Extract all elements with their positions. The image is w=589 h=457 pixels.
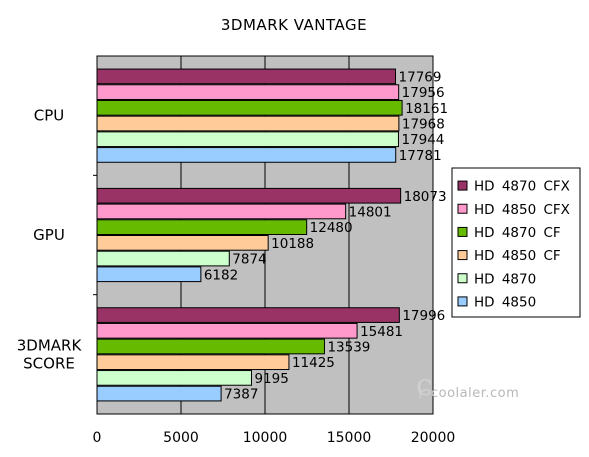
category-axis: CPU GPU 3DMARK SCORE — [17, 107, 83, 373]
x-tick-label: 0 — [93, 430, 102, 446]
x-tick-label: 10000 — [243, 430, 288, 446]
legend-label: HD 4870 — [474, 271, 536, 287]
category-label: GPU — [33, 226, 65, 244]
watermark-text: coolaler.com — [431, 386, 519, 401]
category-label: CPU — [34, 107, 65, 125]
bar — [96, 322, 358, 339]
data-label: 11425 — [292, 355, 335, 371]
bar — [96, 385, 222, 402]
data-label: 14801 — [349, 204, 392, 220]
bar — [96, 68, 397, 85]
category-label: 3DMARK SCORE — [17, 336, 83, 372]
data-label: 12480 — [310, 220, 353, 236]
bar — [96, 131, 399, 148]
bar — [96, 219, 308, 236]
legend-swatch — [457, 180, 468, 191]
watermark-logo-icon: ɕ — [416, 368, 433, 403]
data-label: 18073 — [404, 189, 447, 205]
bar — [96, 99, 403, 116]
bar — [96, 266, 202, 283]
legend-label: HD 4870 CFX — [474, 179, 570, 195]
bar — [96, 235, 269, 251]
legend: HD 4870 CFX HD 4850 CFX HD 4870 CF HD 4850 … — [451, 167, 581, 318]
data-label: 17968 — [402, 117, 445, 133]
legend-swatch — [457, 203, 468, 214]
bar — [96, 203, 347, 220]
bar — [96, 147, 397, 163]
legend-swatch — [457, 296, 468, 307]
legend-swatch — [457, 250, 468, 261]
bar — [96, 187, 402, 204]
x-tick-label: 15000 — [327, 430, 372, 446]
data-label: 17769 — [399, 69, 442, 85]
legend-label: HD 4850 — [474, 294, 536, 310]
value-axis: 0 5000 10000 15000 20000 — [93, 430, 456, 446]
legend-swatch — [457, 273, 468, 284]
data-label: 15481 — [360, 324, 403, 340]
bar — [96, 354, 290, 371]
data-label: 17944 — [401, 132, 444, 148]
data-label: 7387 — [224, 387, 258, 403]
bar — [96, 115, 400, 132]
bar — [96, 338, 325, 355]
bars — [96, 68, 403, 402]
x-tick-label: 20000 — [411, 430, 456, 446]
bar — [96, 370, 252, 386]
data-label: 9195 — [254, 371, 288, 387]
bar — [96, 250, 230, 267]
data-label: 13539 — [327, 339, 370, 355]
bar — [96, 84, 400, 100]
legend-box — [451, 167, 581, 318]
data-label: 6182 — [204, 267, 238, 283]
x-tick-label: 5000 — [163, 430, 199, 446]
chart-title: 3DMARK VANTAGE — [221, 16, 367, 34]
watermark: ɕ coolaler.com — [416, 368, 519, 403]
legend-label: HD 4850 CFX — [474, 202, 570, 218]
legend-label: HD 4870 CF — [474, 225, 561, 241]
legend-swatch — [457, 226, 468, 237]
data-label: 7874 — [232, 252, 266, 268]
data-label: 17781 — [399, 148, 442, 164]
data-label: 18161 — [405, 101, 448, 117]
data-label: 17956 — [402, 85, 445, 101]
data-label: 17996 — [402, 308, 445, 324]
legend-label: HD 4850 CF — [474, 248, 561, 264]
data-label: 10188 — [271, 236, 314, 252]
bar — [96, 307, 400, 323]
